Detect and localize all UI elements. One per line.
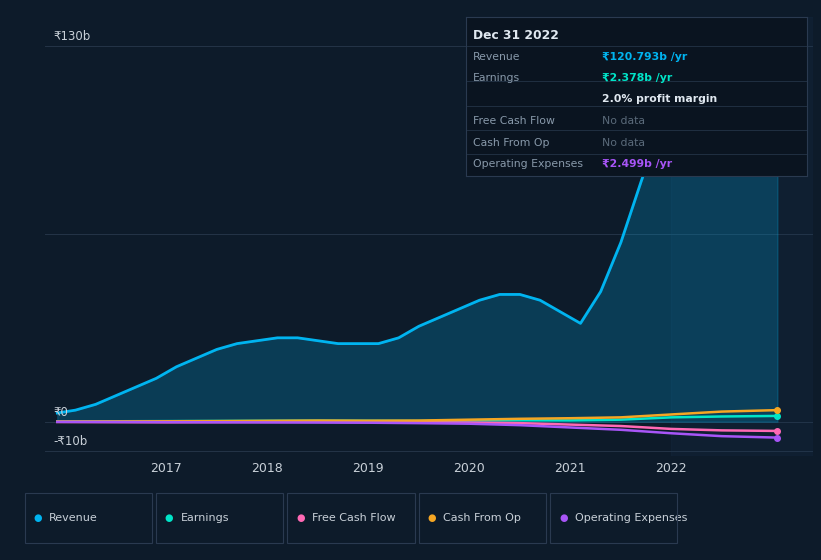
Text: Operating Expenses: Operating Expenses	[575, 513, 687, 523]
Text: ₹2.378b /yr: ₹2.378b /yr	[602, 73, 672, 83]
Text: No data: No data	[602, 138, 644, 148]
Text: ●: ●	[428, 513, 436, 523]
Text: No data: No data	[602, 116, 644, 127]
Text: Earnings: Earnings	[181, 513, 229, 523]
Text: -₹10b: -₹10b	[53, 435, 88, 448]
Text: Cash From Op: Cash From Op	[443, 513, 521, 523]
Bar	[672, 17, 813, 456]
Text: ₹120.793b /yr: ₹120.793b /yr	[602, 52, 687, 62]
Text: ₹130b: ₹130b	[53, 30, 90, 43]
Text: ●: ●	[34, 513, 42, 523]
Text: Earnings: Earnings	[473, 73, 520, 83]
Text: Revenue: Revenue	[49, 513, 98, 523]
Text: 2.0% profit margin: 2.0% profit margin	[602, 94, 717, 104]
Text: ●: ●	[559, 513, 567, 523]
Text: ●: ●	[296, 513, 305, 523]
Text: Operating Expenses: Operating Expenses	[473, 159, 583, 169]
Text: Free Cash Flow: Free Cash Flow	[312, 513, 396, 523]
Text: ₹2.499b /yr: ₹2.499b /yr	[602, 159, 672, 169]
Text: Revenue: Revenue	[473, 52, 521, 62]
Text: Dec 31 2022: Dec 31 2022	[473, 29, 559, 42]
Text: ●: ●	[165, 513, 173, 523]
Text: Cash From Op: Cash From Op	[473, 138, 549, 148]
Text: Free Cash Flow: Free Cash Flow	[473, 116, 555, 127]
Text: ₹0: ₹0	[53, 406, 68, 419]
